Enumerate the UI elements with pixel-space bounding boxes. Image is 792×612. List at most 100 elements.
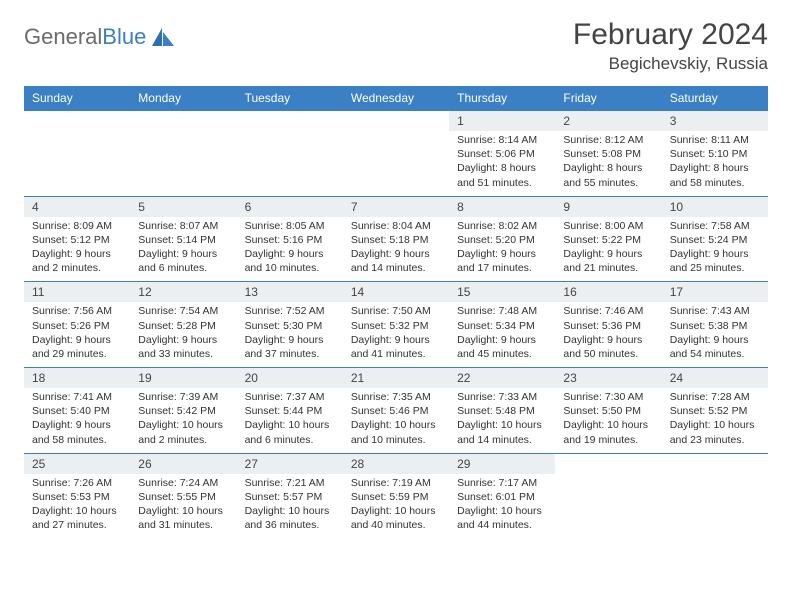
sunset-text: Sunset: 5:14 PM xyxy=(138,233,230,247)
sunrise-text: Sunrise: 7:43 AM xyxy=(670,304,762,318)
daylight-text: Daylight: 10 hours and 40 minutes. xyxy=(351,504,443,532)
day-detail: Sunrise: 7:17 AMSunset: 6:01 PMDaylight:… xyxy=(449,474,555,539)
day-detail: Sunrise: 7:28 AMSunset: 5:52 PMDaylight:… xyxy=(662,388,768,453)
day-number xyxy=(555,453,661,474)
day-header: Sunday xyxy=(24,86,130,111)
sunrise-text: Sunrise: 7:19 AM xyxy=(351,476,443,490)
daylight-text: Daylight: 10 hours and 27 minutes. xyxy=(32,504,124,532)
sunrise-text: Sunrise: 7:39 AM xyxy=(138,390,230,404)
title-block: February 2024 Begichevskiy, Russia xyxy=(573,18,768,74)
sunrise-text: Sunrise: 7:56 AM xyxy=(32,304,124,318)
sunset-text: Sunset: 5:24 PM xyxy=(670,233,762,247)
sunrise-text: Sunrise: 8:11 AM xyxy=(670,133,762,147)
daynum-row: 11121314151617 xyxy=(24,282,768,303)
month-title: February 2024 xyxy=(573,18,768,52)
daylight-text: Daylight: 10 hours and 23 minutes. xyxy=(670,418,762,446)
sunrise-text: Sunrise: 8:14 AM xyxy=(457,133,549,147)
sunset-text: Sunset: 5:08 PM xyxy=(563,147,655,161)
day-detail xyxy=(555,474,661,539)
day-number: 29 xyxy=(449,453,555,474)
day-number: 2 xyxy=(555,111,661,132)
day-detail: Sunrise: 7:58 AMSunset: 5:24 PMDaylight:… xyxy=(662,217,768,282)
daylight-text: Daylight: 9 hours and 21 minutes. xyxy=(563,247,655,275)
daylight-text: Daylight: 9 hours and 10 minutes. xyxy=(245,247,337,275)
daylight-text: Daylight: 9 hours and 41 minutes. xyxy=(351,333,443,361)
day-detail: Sunrise: 8:12 AMSunset: 5:08 PMDaylight:… xyxy=(555,131,661,196)
sunset-text: Sunset: 5:26 PM xyxy=(32,319,124,333)
day-number: 13 xyxy=(237,282,343,303)
daylight-text: Daylight: 9 hours and 37 minutes. xyxy=(245,333,337,361)
day-number: 27 xyxy=(237,453,343,474)
sunset-text: Sunset: 5:52 PM xyxy=(670,404,762,418)
day-detail: Sunrise: 7:35 AMSunset: 5:46 PMDaylight:… xyxy=(343,388,449,453)
daynum-row: 123 xyxy=(24,111,768,132)
sunrise-text: Sunrise: 7:58 AM xyxy=(670,219,762,233)
sunrise-text: Sunrise: 8:09 AM xyxy=(32,219,124,233)
day-detail: Sunrise: 7:33 AMSunset: 5:48 PMDaylight:… xyxy=(449,388,555,453)
sunset-text: Sunset: 5:32 PM xyxy=(351,319,443,333)
sunset-text: Sunset: 5:36 PM xyxy=(563,319,655,333)
sunrise-text: Sunrise: 8:07 AM xyxy=(138,219,230,233)
day-detail: Sunrise: 7:21 AMSunset: 5:57 PMDaylight:… xyxy=(237,474,343,539)
sunset-text: Sunset: 5:59 PM xyxy=(351,490,443,504)
day-detail: Sunrise: 7:30 AMSunset: 5:50 PMDaylight:… xyxy=(555,388,661,453)
sunset-text: Sunset: 5:18 PM xyxy=(351,233,443,247)
day-number: 22 xyxy=(449,368,555,389)
daylight-text: Daylight: 8 hours and 51 minutes. xyxy=(457,161,549,189)
day-detail: Sunrise: 7:43 AMSunset: 5:38 PMDaylight:… xyxy=(662,302,768,367)
sunrise-text: Sunrise: 8:05 AM xyxy=(245,219,337,233)
day-detail xyxy=(662,474,768,539)
day-number: 24 xyxy=(662,368,768,389)
sunset-text: Sunset: 5:40 PM xyxy=(32,404,124,418)
day-number: 1 xyxy=(449,111,555,132)
day-number: 15 xyxy=(449,282,555,303)
sunset-text: Sunset: 5:34 PM xyxy=(457,319,549,333)
sunrise-text: Sunrise: 7:28 AM xyxy=(670,390,762,404)
day-header: Monday xyxy=(130,86,236,111)
day-detail: Sunrise: 7:46 AMSunset: 5:36 PMDaylight:… xyxy=(555,302,661,367)
sunrise-text: Sunrise: 7:46 AM xyxy=(563,304,655,318)
day-number: 23 xyxy=(555,368,661,389)
sunrise-text: Sunrise: 8:04 AM xyxy=(351,219,443,233)
daylight-text: Daylight: 9 hours and 33 minutes. xyxy=(138,333,230,361)
day-number: 16 xyxy=(555,282,661,303)
day-number: 11 xyxy=(24,282,130,303)
day-number: 3 xyxy=(662,111,768,132)
sunset-text: Sunset: 5:50 PM xyxy=(563,404,655,418)
detail-row: Sunrise: 8:14 AMSunset: 5:06 PMDaylight:… xyxy=(24,131,768,196)
day-detail: Sunrise: 7:19 AMSunset: 5:59 PMDaylight:… xyxy=(343,474,449,539)
day-detail: Sunrise: 8:09 AMSunset: 5:12 PMDaylight:… xyxy=(24,217,130,282)
sunset-text: Sunset: 5:42 PM xyxy=(138,404,230,418)
day-detail: Sunrise: 7:56 AMSunset: 5:26 PMDaylight:… xyxy=(24,302,130,367)
sunrise-text: Sunrise: 7:26 AM xyxy=(32,476,124,490)
day-detail xyxy=(343,131,449,196)
sunrise-text: Sunrise: 7:37 AM xyxy=(245,390,337,404)
day-number: 9 xyxy=(555,196,661,217)
daylight-text: Daylight: 9 hours and 54 minutes. xyxy=(670,333,762,361)
daylight-text: Daylight: 9 hours and 6 minutes. xyxy=(138,247,230,275)
day-detail: Sunrise: 8:02 AMSunset: 5:20 PMDaylight:… xyxy=(449,217,555,282)
sunset-text: Sunset: 5:55 PM xyxy=(138,490,230,504)
day-detail: Sunrise: 8:11 AMSunset: 5:10 PMDaylight:… xyxy=(662,131,768,196)
day-header-row: Sunday Monday Tuesday Wednesday Thursday… xyxy=(24,86,768,111)
daylight-text: Daylight: 10 hours and 2 minutes. xyxy=(138,418,230,446)
detail-row: Sunrise: 7:26 AMSunset: 5:53 PMDaylight:… xyxy=(24,474,768,539)
sunset-text: Sunset: 5:53 PM xyxy=(32,490,124,504)
sunset-text: Sunset: 5:12 PM xyxy=(32,233,124,247)
daylight-text: Daylight: 9 hours and 45 minutes. xyxy=(457,333,549,361)
sunrise-text: Sunrise: 7:30 AM xyxy=(563,390,655,404)
day-detail: Sunrise: 7:37 AMSunset: 5:44 PMDaylight:… xyxy=(237,388,343,453)
daylight-text: Daylight: 9 hours and 29 minutes. xyxy=(32,333,124,361)
daylight-text: Daylight: 10 hours and 36 minutes. xyxy=(245,504,337,532)
day-header: Wednesday xyxy=(343,86,449,111)
day-header: Thursday xyxy=(449,86,555,111)
brand-word1: General xyxy=(24,24,102,49)
daylight-text: Daylight: 9 hours and 58 minutes. xyxy=(32,418,124,446)
day-detail: Sunrise: 7:52 AMSunset: 5:30 PMDaylight:… xyxy=(237,302,343,367)
daylight-text: Daylight: 9 hours and 50 minutes. xyxy=(563,333,655,361)
page-header: GeneralBlue February 2024 Begichevskiy, … xyxy=(24,18,768,74)
sunset-text: Sunset: 5:16 PM xyxy=(245,233,337,247)
day-number: 17 xyxy=(662,282,768,303)
brand-word2: Blue xyxy=(102,24,146,49)
sunset-text: Sunset: 5:28 PM xyxy=(138,319,230,333)
